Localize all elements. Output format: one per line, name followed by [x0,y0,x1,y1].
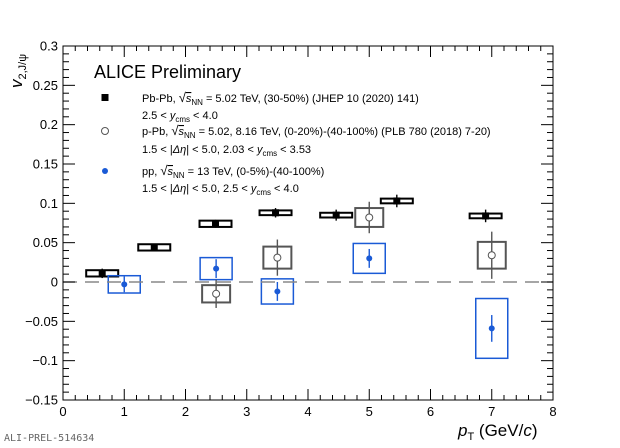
data-point-square [150,243,158,251]
legend-symbol-pp [102,168,108,174]
data-point-circle [488,325,495,332]
data-point-circle [274,288,281,295]
legend-symbol-pbpb [101,94,109,101]
data-point-open-circle [487,251,496,260]
y-tick-label: 0.3 [40,39,58,54]
legend-symbol-ppb [101,127,109,135]
x-tick-label: 1 [121,404,128,419]
sqrt-sign: √ [171,123,179,138]
data-point-circle [366,255,373,262]
y-tick-label: −0.05 [25,314,58,329]
legend-entry-pbpb: Pb-Pb, √sNN = 5.02 TeV, (30-50%) (JHEP 1… [142,90,419,107]
x-tick-label: 3 [243,404,250,419]
x-tick-label: 2 [182,404,189,419]
chart-title: ALICE Preliminary [94,62,241,82]
y-tick-label: 0.25 [33,78,58,93]
x-axis-label: pT (GeV/c) [457,421,538,443]
legend-entry-pp: pp, √sNN = 13 TeV, (0-5%)-(40-100%) [142,163,324,180]
sqrt-sign: √ [160,163,168,178]
x-tick-label: 6 [427,404,434,419]
x-tick-label: 0 [59,404,66,419]
y-axis-label: v2,J/ψ [7,54,29,88]
systematic-box [352,242,386,275]
y-tick-label: 0.2 [40,117,58,132]
data-markers [98,197,496,332]
data-point-circle [213,265,220,272]
statistical-error-bars [101,194,493,342]
y-tick-label: 0.05 [33,235,58,250]
systematic-box [475,297,509,360]
figure-id: ALI-PREL-514634 [4,433,94,444]
x-tick-label: 8 [549,404,556,419]
data-point-square [482,212,490,220]
data-point-square [332,211,340,219]
legend: Pb-Pb, √sNN = 5.02 TeV, (30-50%) (JHEP 1… [101,90,491,197]
data-point-square [98,269,106,277]
legend-entry-ppb-line2: 1.5 < |Δη| < 5.0, 2.03 < ycms < 3.53 [142,144,311,158]
x-axis-ticks: 0 1 2 3 4 5 6 7 8 [59,46,557,419]
x-tick-label: 4 [304,404,311,419]
systematic-boxes [85,197,509,360]
legend-entry-pbpb-line2: 2.5 < ycms < 4.0 [142,110,218,124]
legend-entry-ppb: p-Pb, √sNN = 5.02, 8.16 TeV, (0-20%)-(40… [142,123,491,140]
data-point-open-circle [212,289,221,298]
systematic-box [260,278,295,305]
legend-entry-pp-line2: 1.5 < |Δη| < 5.0, 2.5 < ycms < 4.0 [142,183,299,197]
x-tick-label: 5 [366,404,373,419]
sqrt-sign: √ [179,90,187,105]
y-tick-label: 0.15 [33,157,58,172]
x-tick-label: 7 [488,404,495,419]
data-point-open-circle [273,253,282,262]
y-tick-label: 0.1 [40,196,58,211]
data-point-circle [121,281,128,288]
data-point-open-circle [365,213,374,222]
systematic-box [107,274,141,294]
y-tick-label: −0.1 [32,353,58,368]
data-point-square [393,197,401,205]
data-point-square [212,220,220,228]
y-tick-label: 0 [51,275,58,290]
y-tick-label: −0.15 [25,393,58,408]
y-axis-ticks: −0.15 −0.1 −0.05 0 0.05 0.1 0.15 0.2 0.25 0.3 [25,39,553,408]
data-point-square [272,209,280,217]
